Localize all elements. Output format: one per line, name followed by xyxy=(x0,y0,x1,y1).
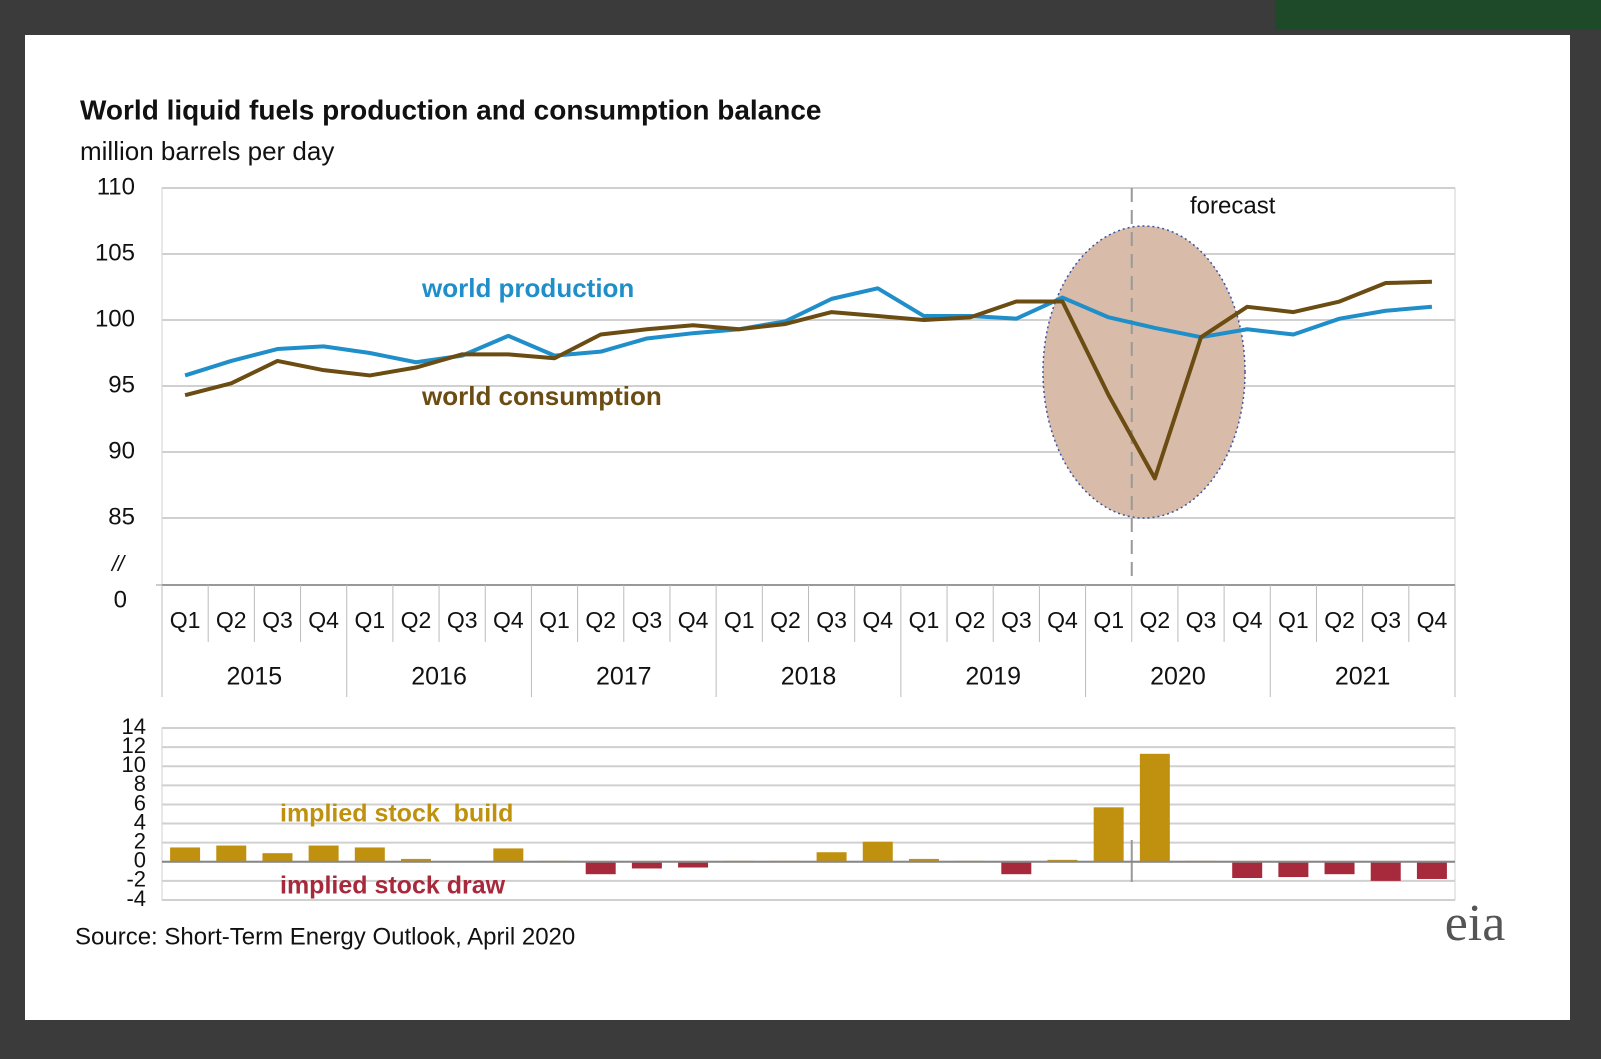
x-tick-label: Q3 xyxy=(632,607,663,633)
y-tick-label: 4 xyxy=(134,809,146,834)
x-tick-label: Q4 xyxy=(1232,607,1263,633)
bar xyxy=(493,848,524,862)
x-tick-label: Q2 xyxy=(770,607,801,633)
bar xyxy=(1370,861,1401,881)
bar xyxy=(908,858,939,862)
x-tick-label: Q4 xyxy=(1047,607,1078,633)
bar xyxy=(816,852,847,862)
x-tick-label: Q2 xyxy=(1139,607,1170,633)
source: Source: Short-Term Energy Outlook, April… xyxy=(75,923,575,950)
bar xyxy=(585,861,616,875)
bar xyxy=(631,861,662,869)
y-tick-label: 8 xyxy=(134,771,146,796)
y-tick-label: 2 xyxy=(134,828,146,853)
bar xyxy=(400,858,431,862)
x-tick-label: Q3 xyxy=(1001,607,1032,633)
legend-label: implied stock build xyxy=(280,800,513,828)
bar xyxy=(170,847,201,862)
annotation: forecast xyxy=(1190,192,1276,219)
y-tick-label: 14 xyxy=(122,714,146,739)
x-tick-label: Q4 xyxy=(1417,607,1448,633)
y-tick-label: 85 xyxy=(108,503,135,530)
x-tick-label: Q4 xyxy=(862,607,893,633)
bar xyxy=(1001,861,1032,875)
x-tick-label: Q1 xyxy=(1278,607,1309,633)
y-tick-label: 105 xyxy=(95,239,135,266)
year-label: 2021 xyxy=(1335,663,1391,691)
bar xyxy=(1324,861,1355,875)
bar xyxy=(1278,861,1309,878)
series-label: world consumption xyxy=(421,381,662,411)
y-tick-label: 0 xyxy=(134,848,146,873)
y-tick-label: 12 xyxy=(122,733,146,758)
x-tick-label: Q1 xyxy=(539,607,570,633)
x-tick-label: Q2 xyxy=(585,607,616,633)
bar xyxy=(262,853,293,862)
x-tick-label: Q3 xyxy=(816,607,847,633)
bar xyxy=(678,861,709,868)
y-tick-label: -2 xyxy=(126,867,146,892)
year-label: 2017 xyxy=(596,663,652,691)
bar xyxy=(1232,861,1263,879)
x-tick-label: Q3 xyxy=(262,607,293,633)
x-tick-label: Q3 xyxy=(1370,607,1401,633)
y-tick-label: 6 xyxy=(134,790,146,815)
bar xyxy=(1139,753,1170,862)
chart-subtitle: million barrels per day xyxy=(80,136,334,166)
y-tick-label: 10 xyxy=(122,752,146,777)
y-tick-label: 0 xyxy=(114,586,127,613)
bar xyxy=(308,845,339,862)
legend-label: implied stock draw xyxy=(280,872,506,900)
y-tick-label: -4 xyxy=(126,886,146,911)
x-tick-label: Q2 xyxy=(401,607,432,633)
x-tick-label: Q1 xyxy=(170,607,201,633)
x-tick-label: Q2 xyxy=(1324,607,1355,633)
year-label: 2015 xyxy=(227,663,283,691)
axis-break: // xyxy=(110,551,126,576)
year-label: 2016 xyxy=(411,663,467,691)
x-tick-label: Q2 xyxy=(216,607,247,633)
x-tick-label: Q1 xyxy=(354,607,385,633)
y-tick-label: 110 xyxy=(97,173,135,200)
x-tick-label: Q3 xyxy=(1186,607,1217,633)
x-tick-label: Q3 xyxy=(447,607,478,633)
year-label: 2020 xyxy=(1150,663,1206,691)
x-tick-label: Q1 xyxy=(724,607,755,633)
series-line xyxy=(184,286,1433,378)
x-tick-label: Q1 xyxy=(909,607,940,633)
series-label: world production xyxy=(421,273,634,303)
x-tick-label: Q2 xyxy=(955,607,986,633)
logo: eia xyxy=(1445,895,1506,952)
x-tick-label: Q4 xyxy=(678,607,709,633)
bar xyxy=(862,841,893,862)
series-line xyxy=(184,279,1432,481)
x-tick-label: Q1 xyxy=(1093,607,1124,633)
bar xyxy=(1416,861,1447,879)
forecast-highlight xyxy=(1042,225,1246,519)
y-tick-label: 95 xyxy=(108,371,135,398)
year-label: 2019 xyxy=(965,663,1021,691)
y-tick-label: 100 xyxy=(95,305,135,332)
year-label: 2018 xyxy=(781,663,837,691)
x-tick-label: Q4 xyxy=(493,607,524,633)
x-tick-label: Q4 xyxy=(308,607,339,633)
banner-strip xyxy=(1275,0,1601,30)
bar xyxy=(216,845,247,862)
bar xyxy=(354,847,385,862)
chart-title: World liquid fuels production and consum… xyxy=(80,94,822,125)
y-tick-label: 90 xyxy=(108,437,135,464)
bar xyxy=(1093,807,1124,862)
